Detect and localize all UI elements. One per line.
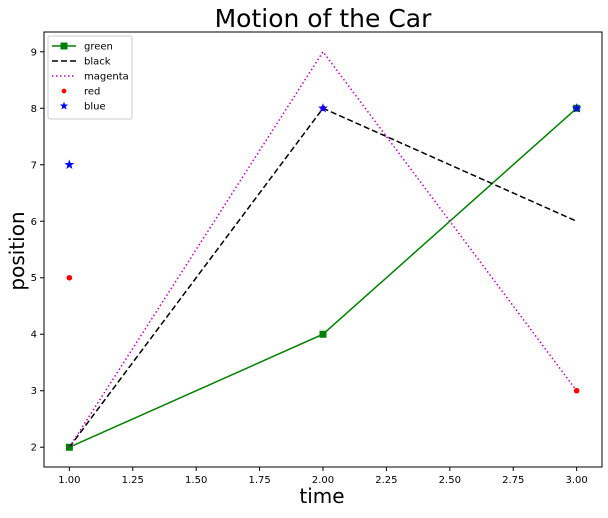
legend-item-green: green (52, 42, 113, 53)
legend-marker-blue (59, 101, 69, 110)
series-green (65, 104, 581, 451)
x-tick-label: 2.25 (375, 475, 397, 486)
series-magenta (68, 50, 578, 448)
y-tick-label: 8 (31, 104, 37, 115)
data-point-blue (318, 103, 328, 113)
x-tick-label: 2.00 (312, 475, 334, 486)
y-tick-label: 2 (31, 443, 37, 454)
legend-label-red: red (84, 87, 100, 98)
y-axis-label: position (5, 211, 29, 290)
legend-item-magenta: magenta (52, 72, 129, 83)
legend-item-blue: blue (59, 101, 106, 113)
legend-box (47, 35, 133, 120)
series-line-magenta (68, 50, 578, 448)
legend: green black magenta red blue (47, 35, 133, 120)
y-tick-label: 7 (31, 160, 37, 171)
y-tick-label: 3 (31, 386, 37, 397)
legend-label-blue: blue (84, 102, 106, 113)
legend-marker-green (60, 42, 68, 50)
x-tick-label: 2.50 (439, 475, 461, 486)
y-tick-label: 9 (31, 47, 37, 58)
legend-label-black: black (84, 57, 111, 68)
x-axis-label: time (299, 484, 344, 508)
y-tick-label: 5 (31, 273, 37, 284)
series-line-green (69, 107, 578, 448)
legend-item-red: red (61, 87, 100, 98)
data-point-green (319, 330, 327, 338)
data-point-red (573, 387, 580, 394)
series-black (68, 107, 577, 448)
x-tick-label: 2.75 (502, 475, 524, 486)
y-tick-label: 4 (31, 330, 37, 341)
legend-marker-red (61, 88, 67, 94)
legend-label-magenta: magenta (84, 72, 129, 83)
chart-title: Motion of the Car (215, 4, 432, 33)
x-tick-label: 1.75 (248, 475, 270, 486)
x-tick-label: 1.00 (58, 475, 80, 486)
data-point-blue (64, 159, 75, 169)
x-tick-label: 1.25 (122, 475, 144, 486)
series-blue (64, 103, 582, 169)
plot-frame (43, 31, 603, 468)
legend-item-black: black (52, 57, 111, 68)
series-line-black (68, 107, 577, 448)
y-tick-label: 6 (31, 217, 37, 228)
x-tick-label: 3.00 (566, 475, 588, 486)
series-red (66, 105, 580, 394)
data-point-blue (571, 103, 582, 113)
legend-label-green: green (84, 42, 113, 53)
data-point-red (66, 274, 73, 281)
x-tick-label: 1.50 (185, 475, 207, 486)
